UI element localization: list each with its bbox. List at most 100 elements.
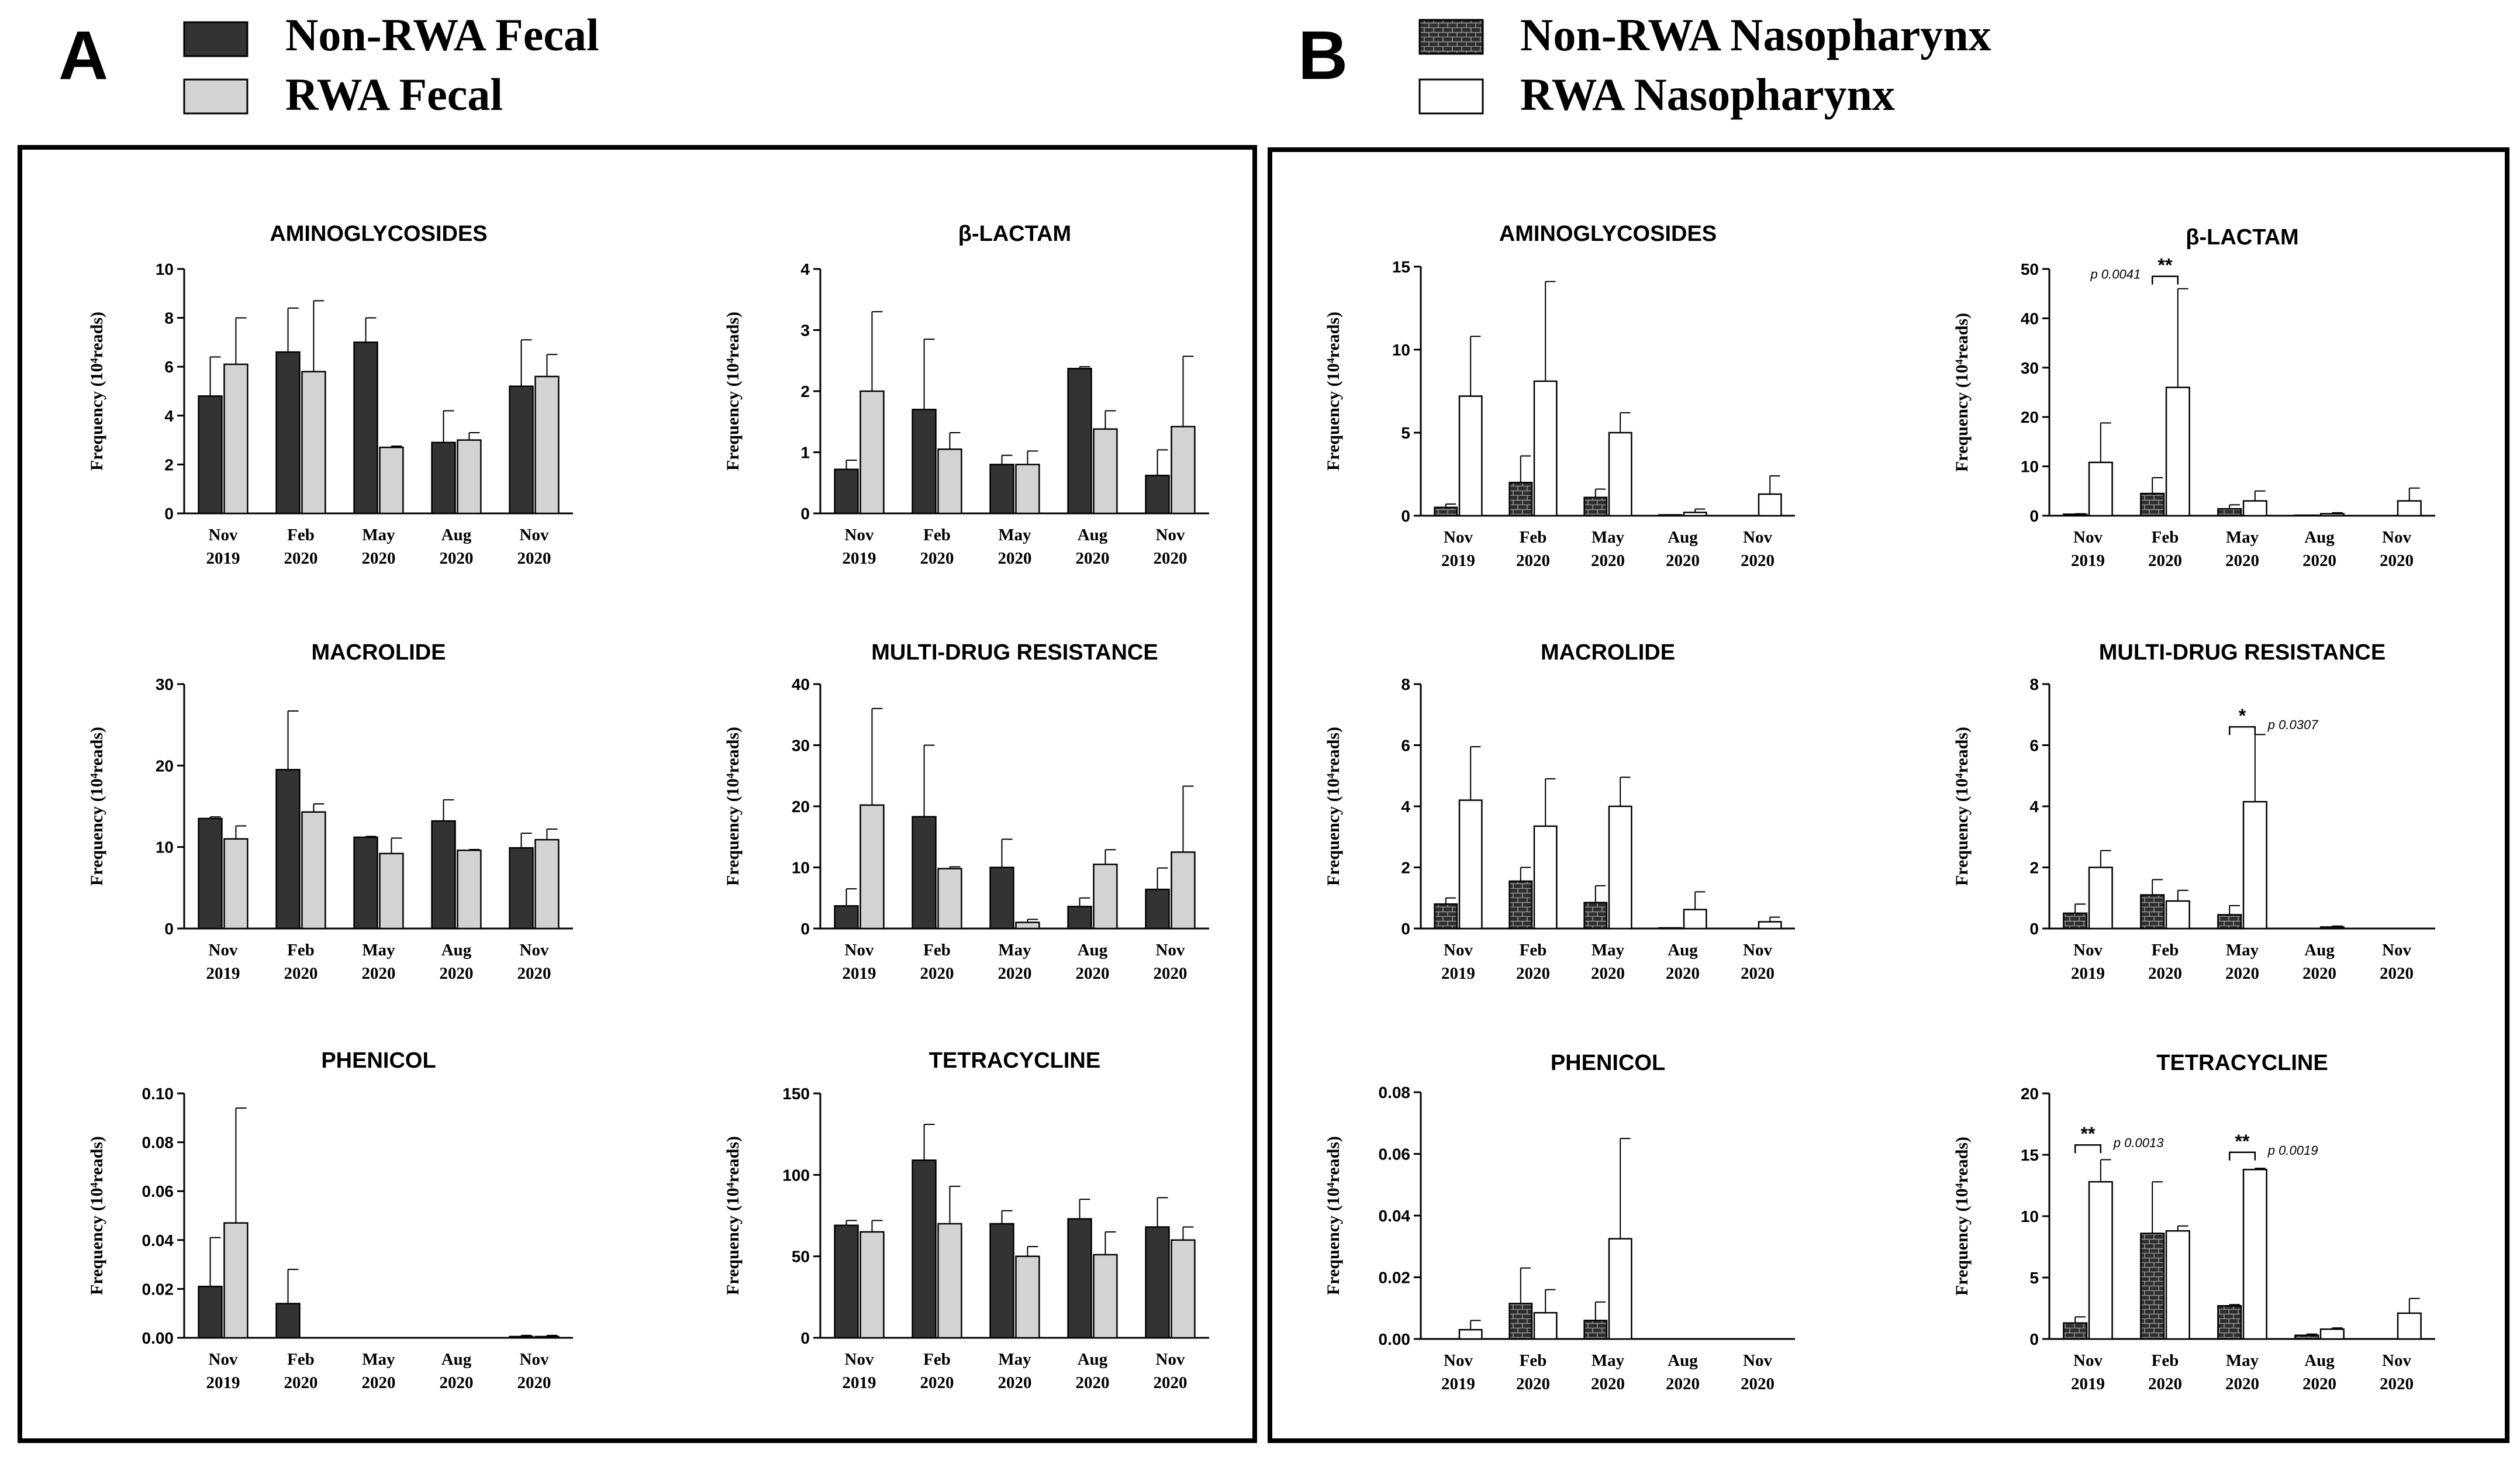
bar-white-1 (2088, 461, 2113, 517)
bar-white-4 (2319, 926, 2345, 930)
bar-gray-4 (1093, 428, 1118, 515)
significance-bracket (2228, 1151, 2256, 1161)
p-value-label: p 0.0041 (2090, 267, 2141, 282)
bar-dark-2 (275, 1303, 301, 1339)
x-tick-label-month: Feb (1520, 1351, 1547, 1370)
bar-gray-3 (1015, 464, 1040, 515)
y-tick-label: 0 (2029, 920, 2039, 938)
bar-brick-3 (2217, 914, 2242, 930)
y-tick-label: 10 (156, 838, 174, 857)
x-tick-label-year: 2020 (362, 964, 396, 983)
x-tick-label-year: 2019 (843, 549, 876, 568)
y-axis-label: Frequency (10⁴reads) (723, 727, 743, 886)
y-axis-label: Frequency (10⁴reads) (1324, 312, 1343, 471)
x-tick-label-month: May (998, 941, 1031, 959)
bar-brick-4 (2294, 514, 2319, 517)
y-tick-label: 50 (792, 1248, 810, 1266)
x-tick-label-year: 2020 (440, 549, 474, 568)
legend-panel-a: Non-RWA Fecal RWA Fecal (183, 9, 599, 120)
bar-dark-4 (1067, 1218, 1092, 1339)
x-tick-label-year: 2020 (1741, 964, 1775, 983)
bar-white-3 (1608, 1238, 1632, 1340)
chart-title: MACROLIDE (1541, 640, 1675, 665)
x-tick-label-month: Nov (845, 1350, 874, 1369)
x-tick-label-month: Aug (1668, 528, 1698, 547)
y-tick-label: 0 (800, 505, 810, 523)
y-tick-label: 100 (782, 1166, 810, 1184)
x-tick-label-month: Aug (2304, 528, 2335, 547)
bar-gray-2 (301, 811, 326, 930)
y-axis-label: Frequency (10⁴reads) (1952, 1137, 1972, 1296)
bar-dark-1 (198, 395, 223, 515)
y-tick-label: 40 (2021, 309, 2039, 327)
panel-a-letter: A (58, 17, 108, 94)
x-tick-label-year: 2019 (1441, 964, 1475, 983)
y-tick-label: 0.08 (1379, 1083, 1411, 1102)
x-tick-label-month: Nov (1743, 941, 1772, 959)
significance-stars: * (2239, 705, 2246, 726)
y-tick-label: 0 (1401, 507, 1410, 525)
x-tick-label-year: 2020 (2148, 964, 2182, 983)
x-tick-label-year: 2020 (1666, 1375, 1700, 1393)
bar-brick-3 (1583, 1320, 1608, 1340)
x-tick-label-month: Nov (520, 526, 549, 544)
y-tick-label: 0 (164, 505, 174, 523)
y-tick-label: 0.00 (1379, 1330, 1411, 1348)
y-axis-label: Frequency (10⁴reads) (87, 312, 106, 471)
bar-brick-1 (2063, 912, 2088, 930)
legend-swatch-non-rwa-fecal (183, 21, 248, 57)
x-tick-label-month: Feb (287, 526, 315, 544)
x-tick-label-month: Nov (2382, 941, 2411, 959)
chart-5-phenicol: PHENICOL Frequency (10⁴reads) 0.00 0.02 0.04… (87, 1048, 573, 1392)
y-tick-label: 2 (800, 382, 810, 401)
y-tick-label: 5 (1401, 424, 1410, 442)
y-tick-label: 15 (2021, 1146, 2039, 1164)
chart-7-aminoglycosides: AMINOGLYCOSIDES Frequency (10⁴reads) 0 5 10 1… (1324, 222, 1795, 570)
x-tick-label-year: 2020 (920, 549, 954, 568)
x-tick-label-month: Nov (1156, 941, 1185, 959)
y-tick-label: 150 (782, 1085, 810, 1103)
panel-a-frame (18, 145, 1257, 1443)
bar-gray-1 (223, 1222, 248, 1339)
bar-gray-2 (301, 371, 326, 515)
y-tick-label: 20 (2021, 408, 2039, 426)
y-tick-label: 0 (800, 920, 810, 938)
x-tick-label-year: 2020 (2380, 964, 2414, 983)
x-tick-label-year: 2020 (998, 549, 1032, 568)
x-tick-label-month: May (2226, 941, 2259, 959)
y-tick-label: 40 (792, 675, 810, 693)
bar-white-2 (1533, 1311, 1558, 1340)
bar-brick-1 (2063, 513, 2088, 517)
y-tick-label: 0.08 (142, 1134, 174, 1152)
y-tick-label: 0 (800, 1329, 810, 1347)
bar-dark-4 (431, 441, 456, 515)
x-tick-label-year: 2020 (362, 549, 396, 568)
bar-dark-1 (198, 817, 223, 930)
y-tick-label: 6 (1401, 737, 1410, 755)
bar-white-1 (1458, 1328, 1483, 1340)
x-tick-label-month: Nov (1743, 1351, 1772, 1370)
x-tick-label-month: Aug (1668, 941, 1698, 959)
bar-gray-3 (379, 852, 404, 930)
y-tick-label: 30 (2021, 359, 2039, 377)
x-tick-label-month: Aug (1078, 941, 1108, 959)
x-tick-label-year: 2020 (517, 1373, 551, 1392)
bar-white-2 (1533, 825, 1558, 930)
bar-dark-2 (275, 769, 301, 930)
bar-gray-1 (223, 363, 248, 515)
bar-dark-5 (1145, 888, 1170, 930)
bar-gray-4 (1093, 1254, 1118, 1339)
y-tick-label: 4 (2029, 798, 2039, 816)
p-value-label: p 0.0013 (2113, 1135, 2164, 1150)
x-tick-label-year: 2020 (2380, 551, 2414, 570)
x-tick-label-month: Nov (209, 941, 238, 959)
x-tick-label-month: Aug (1078, 1350, 1108, 1369)
panel-b-letter: B (1298, 17, 1348, 94)
chart-title: β-LACTAM (958, 222, 1071, 246)
x-tick-label-year: 2019 (843, 964, 876, 983)
bar-dark-4 (1067, 368, 1092, 515)
x-tick-label-year: 2020 (2225, 1375, 2259, 1393)
x-tick-label-month: May (362, 941, 395, 959)
x-tick-label-month: Feb (923, 941, 951, 959)
x-tick-label-month: May (362, 1350, 395, 1369)
